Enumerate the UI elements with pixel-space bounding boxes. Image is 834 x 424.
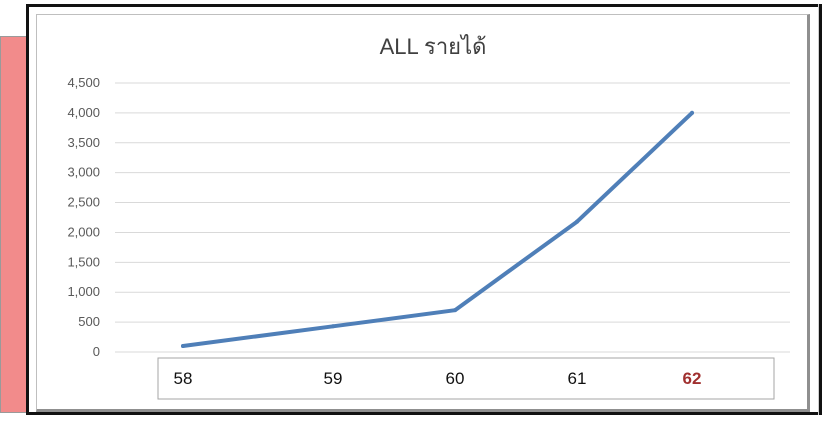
data-point [331, 324, 335, 329]
x-tick-label: 60 [446, 369, 465, 388]
series-line [181, 110, 694, 348]
gridlines [115, 82, 790, 353]
chart-frame [36, 14, 810, 412]
data-point [453, 308, 457, 313]
side-strip [818, 4, 831, 415]
outer-frame [26, 4, 822, 415]
x-tick-label: 62 [683, 369, 702, 388]
x-tick-label: 59 [324, 369, 343, 388]
x-tick-label: 61 [568, 369, 587, 388]
category-axis-box [157, 357, 775, 400]
data-point [690, 110, 694, 115]
y-tick-label: 1,500 [67, 254, 100, 269]
data-point [575, 219, 579, 224]
y-tick-label: 0 [93, 344, 100, 359]
y-tick-label: 2,000 [67, 224, 100, 239]
side-panel [0, 36, 29, 413]
y-tick-label: 3,000 [67, 165, 100, 180]
y-tick-label: 4,500 [67, 75, 100, 90]
data-point [181, 344, 185, 349]
y-tick-label: 4,000 [67, 105, 100, 120]
chart-title: ALL รายได้ [380, 34, 487, 59]
data-points [181, 110, 694, 349]
y-tick-label: 1,000 [67, 284, 100, 299]
y-tick-label: 500 [78, 314, 100, 329]
x-axis-ticks: 58 59 60 61 62 [174, 369, 702, 388]
y-tick-label: 3,500 [67, 135, 100, 150]
x-tick-label: 58 [174, 369, 193, 388]
y-tick-label: 2,500 [67, 195, 100, 210]
y-axis-ticks: 0 500 1,000 1,500 2,000 2,500 3,000 3,500 4,000 4… [67, 75, 100, 359]
